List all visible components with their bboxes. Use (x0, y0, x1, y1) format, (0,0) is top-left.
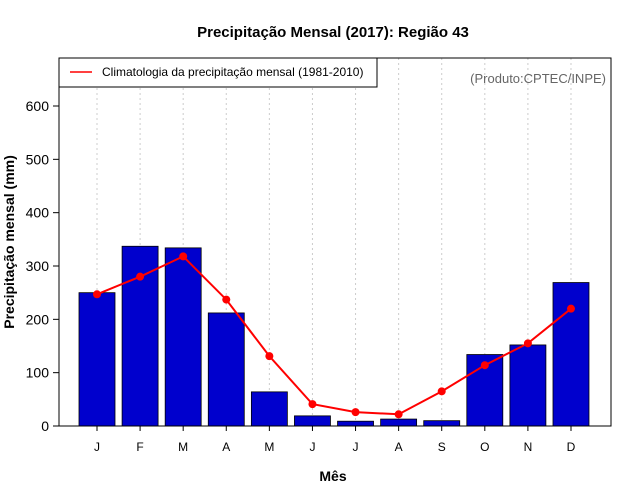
x-tick-label: O (480, 440, 489, 454)
climatology-point-12 (566, 304, 575, 313)
y-tick-label: 100 (26, 365, 50, 381)
bar-12 (552, 282, 590, 427)
bar-8 (380, 418, 418, 427)
climatology-point-1 (93, 290, 101, 299)
bar-3 (164, 247, 202, 427)
climatology-point-3 (179, 252, 188, 261)
chart-title: Precipitação Mensal (2017): Região 43 (197, 24, 469, 41)
climatology-point-7 (351, 408, 360, 417)
climatology-point-11 (523, 339, 532, 348)
bar-1 (78, 292, 116, 427)
x-tick-label: D (567, 440, 576, 454)
legend-entry-climatology: Climatologia da precipitação mensal (198… (102, 65, 363, 79)
x-tick-label: J (94, 440, 100, 454)
bar-5 (250, 391, 288, 427)
climatology-point-9 (437, 387, 446, 396)
axes: 0 100 200 300 400 500 600 J F M A M J J A S O N D (26, 98, 576, 454)
x-tick-label: J (353, 440, 359, 454)
y-tick-label: 500 (26, 151, 50, 167)
climatology-point-4 (222, 295, 231, 304)
x-axis-title: Mês (319, 468, 346, 484)
x-tick-label: F (136, 440, 143, 454)
bar-series (78, 245, 590, 427)
x-tick-label: A (395, 440, 403, 454)
credit-annotation: (Produto:CPTEC/INPE) (470, 71, 606, 86)
x-tick-label: S (438, 440, 446, 454)
climatology-point-6 (308, 400, 317, 409)
bar-9 (423, 420, 461, 427)
climatology-line (96, 255, 572, 416)
x-tick-label: J (309, 440, 315, 454)
climatology-point-10 (480, 361, 489, 370)
climatology-series (93, 252, 575, 419)
y-tick-label: 0 (41, 418, 49, 434)
y-tick-label: 200 (26, 311, 50, 327)
climatology-point-5 (265, 352, 274, 361)
x-tick-label: M (264, 440, 274, 454)
bar-4 (207, 312, 245, 427)
y-tick-label: 400 (26, 205, 50, 221)
legend-box (58, 57, 378, 88)
bar-6 (294, 415, 331, 427)
y-axis-title: Precipitação mensal (mm) (1, 155, 17, 329)
y-tick-label: 300 (26, 258, 50, 274)
y-tick-label: 600 (26, 98, 50, 114)
legend: Climatologia da precipitação mensal (198… (58, 57, 378, 88)
x-tick-label: N (524, 440, 533, 454)
bar-11 (509, 344, 547, 427)
climatology-point-2 (136, 272, 145, 281)
x-tick-label: A (222, 440, 230, 454)
climatology-point-8 (394, 410, 403, 419)
bar-7 (337, 420, 374, 427)
x-tick-label: M (178, 440, 188, 454)
